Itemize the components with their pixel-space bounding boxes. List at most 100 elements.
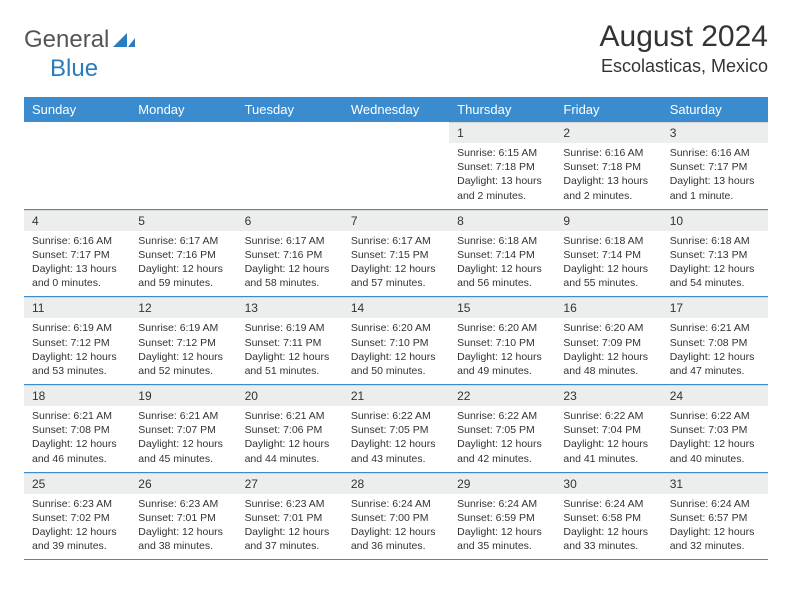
day-number: 2 xyxy=(555,122,661,143)
day-details: Sunrise: 6:22 AMSunset: 7:03 PMDaylight:… xyxy=(662,406,768,472)
weekday-header: Monday xyxy=(130,97,236,122)
calendar-day-cell: 12Sunrise: 6:19 AMSunset: 7:12 PMDayligh… xyxy=(130,297,236,385)
weekday-header: Thursday xyxy=(449,97,555,122)
brand-name-b: Blue xyxy=(24,55,98,82)
day-details: Sunrise: 6:19 AMSunset: 7:12 PMDaylight:… xyxy=(24,318,130,384)
calendar-day-cell: 20Sunrise: 6:21 AMSunset: 7:06 PMDayligh… xyxy=(237,385,343,473)
weekday-header: Sunday xyxy=(24,97,130,122)
calendar-day-cell: 25Sunrise: 6:23 AMSunset: 7:02 PMDayligh… xyxy=(24,472,130,560)
day-number: 17 xyxy=(662,297,768,318)
calendar-day-cell: 29Sunrise: 6:24 AMSunset: 6:59 PMDayligh… xyxy=(449,472,555,560)
calendar-week-row: 4Sunrise: 6:16 AMSunset: 7:17 PMDaylight… xyxy=(24,209,768,297)
weekday-header-row: SundayMondayTuesdayWednesdayThursdayFrid… xyxy=(24,97,768,122)
day-number: 13 xyxy=(237,297,343,318)
calendar-day-cell: 26Sunrise: 6:23 AMSunset: 7:01 PMDayligh… xyxy=(130,472,236,560)
day-number: 6 xyxy=(237,210,343,231)
location-subtitle: Escolasticas, Mexico xyxy=(600,56,768,77)
calendar-empty-cell xyxy=(343,122,449,209)
day-number: 21 xyxy=(343,385,449,406)
day-number: 3 xyxy=(662,122,768,143)
weekday-header: Friday xyxy=(555,97,661,122)
calendar-body: 1Sunrise: 6:15 AMSunset: 7:18 PMDaylight… xyxy=(24,122,768,560)
calendar-day-cell: 3Sunrise: 6:16 AMSunset: 7:17 PMDaylight… xyxy=(662,122,768,209)
calendar-empty-cell xyxy=(24,122,130,209)
day-details: Sunrise: 6:22 AMSunset: 7:05 PMDaylight:… xyxy=(449,406,555,472)
day-details: Sunrise: 6:24 AMSunset: 6:57 PMDaylight:… xyxy=(662,494,768,560)
day-details: Sunrise: 6:16 AMSunset: 7:17 PMDaylight:… xyxy=(662,143,768,209)
weekday-header: Wednesday xyxy=(343,97,449,122)
day-details: Sunrise: 6:22 AMSunset: 7:05 PMDaylight:… xyxy=(343,406,449,472)
calendar-table: SundayMondayTuesdayWednesdayThursdayFrid… xyxy=(24,97,768,560)
calendar-day-cell: 15Sunrise: 6:20 AMSunset: 7:10 PMDayligh… xyxy=(449,297,555,385)
calendar-day-cell: 4Sunrise: 6:16 AMSunset: 7:17 PMDaylight… xyxy=(24,209,130,297)
day-details: Sunrise: 6:24 AMSunset: 6:59 PMDaylight:… xyxy=(449,494,555,560)
day-details: Sunrise: 6:23 AMSunset: 7:01 PMDaylight:… xyxy=(130,494,236,560)
day-number: 8 xyxy=(449,210,555,231)
day-number: 12 xyxy=(130,297,236,318)
calendar-week-row: 11Sunrise: 6:19 AMSunset: 7:12 PMDayligh… xyxy=(24,297,768,385)
day-details: Sunrise: 6:21 AMSunset: 7:08 PMDaylight:… xyxy=(24,406,130,472)
day-details: Sunrise: 6:18 AMSunset: 7:14 PMDaylight:… xyxy=(449,231,555,297)
day-number: 31 xyxy=(662,473,768,494)
day-number: 4 xyxy=(24,210,130,231)
calendar-week-row: 1Sunrise: 6:15 AMSunset: 7:18 PMDaylight… xyxy=(24,122,768,209)
day-number: 25 xyxy=(24,473,130,494)
calendar-day-cell: 21Sunrise: 6:22 AMSunset: 7:05 PMDayligh… xyxy=(343,385,449,473)
calendar-day-cell: 13Sunrise: 6:19 AMSunset: 7:11 PMDayligh… xyxy=(237,297,343,385)
calendar-day-cell: 7Sunrise: 6:17 AMSunset: 7:15 PMDaylight… xyxy=(343,209,449,297)
day-number: 26 xyxy=(130,473,236,494)
calendar-day-cell: 22Sunrise: 6:22 AMSunset: 7:05 PMDayligh… xyxy=(449,385,555,473)
brand-logo: General xyxy=(24,20,137,54)
calendar-week-row: 18Sunrise: 6:21 AMSunset: 7:08 PMDayligh… xyxy=(24,385,768,473)
calendar-day-cell: 9Sunrise: 6:18 AMSunset: 7:14 PMDaylight… xyxy=(555,209,661,297)
brand-mark-icon xyxy=(113,29,135,52)
day-details: Sunrise: 6:19 AMSunset: 7:12 PMDaylight:… xyxy=(130,318,236,384)
day-number: 20 xyxy=(237,385,343,406)
calendar-empty-cell xyxy=(237,122,343,209)
day-details: Sunrise: 6:20 AMSunset: 7:09 PMDaylight:… xyxy=(555,318,661,384)
day-details: Sunrise: 6:17 AMSunset: 7:15 PMDaylight:… xyxy=(343,231,449,297)
calendar-day-cell: 8Sunrise: 6:18 AMSunset: 7:14 PMDaylight… xyxy=(449,209,555,297)
calendar-day-cell: 2Sunrise: 6:16 AMSunset: 7:18 PMDaylight… xyxy=(555,122,661,209)
day-number: 7 xyxy=(343,210,449,231)
day-details: Sunrise: 6:21 AMSunset: 7:08 PMDaylight:… xyxy=(662,318,768,384)
calendar-day-cell: 10Sunrise: 6:18 AMSunset: 7:13 PMDayligh… xyxy=(662,209,768,297)
day-details: Sunrise: 6:22 AMSunset: 7:04 PMDaylight:… xyxy=(555,406,661,472)
day-number: 30 xyxy=(555,473,661,494)
calendar-day-cell: 18Sunrise: 6:21 AMSunset: 7:08 PMDayligh… xyxy=(24,385,130,473)
day-number: 22 xyxy=(449,385,555,406)
weekday-header: Saturday xyxy=(662,97,768,122)
calendar-day-cell: 30Sunrise: 6:24 AMSunset: 6:58 PMDayligh… xyxy=(555,472,661,560)
day-number: 1 xyxy=(449,122,555,143)
day-details: Sunrise: 6:17 AMSunset: 7:16 PMDaylight:… xyxy=(237,231,343,297)
day-details: Sunrise: 6:23 AMSunset: 7:01 PMDaylight:… xyxy=(237,494,343,560)
weekday-header: Tuesday xyxy=(237,97,343,122)
calendar-day-cell: 17Sunrise: 6:21 AMSunset: 7:08 PMDayligh… xyxy=(662,297,768,385)
day-number: 24 xyxy=(662,385,768,406)
day-number: 16 xyxy=(555,297,661,318)
day-number: 9 xyxy=(555,210,661,231)
day-number: 28 xyxy=(343,473,449,494)
calendar-day-cell: 5Sunrise: 6:17 AMSunset: 7:16 PMDaylight… xyxy=(130,209,236,297)
calendar-day-cell: 31Sunrise: 6:24 AMSunset: 6:57 PMDayligh… xyxy=(662,472,768,560)
calendar-day-cell: 16Sunrise: 6:20 AMSunset: 7:09 PMDayligh… xyxy=(555,297,661,385)
calendar-empty-cell xyxy=(130,122,236,209)
day-details: Sunrise: 6:21 AMSunset: 7:07 PMDaylight:… xyxy=(130,406,236,472)
calendar-day-cell: 24Sunrise: 6:22 AMSunset: 7:03 PMDayligh… xyxy=(662,385,768,473)
calendar-day-cell: 27Sunrise: 6:23 AMSunset: 7:01 PMDayligh… xyxy=(237,472,343,560)
day-number: 27 xyxy=(237,473,343,494)
calendar-day-cell: 1Sunrise: 6:15 AMSunset: 7:18 PMDaylight… xyxy=(449,122,555,209)
day-details: Sunrise: 6:24 AMSunset: 6:58 PMDaylight:… xyxy=(555,494,661,560)
day-number: 10 xyxy=(662,210,768,231)
day-details: Sunrise: 6:20 AMSunset: 7:10 PMDaylight:… xyxy=(343,318,449,384)
day-number: 14 xyxy=(343,297,449,318)
title-block: August 2024 Escolasticas, Mexico xyxy=(600,20,768,77)
day-number: 29 xyxy=(449,473,555,494)
day-number: 18 xyxy=(24,385,130,406)
calendar-week-row: 25Sunrise: 6:23 AMSunset: 7:02 PMDayligh… xyxy=(24,472,768,560)
day-details: Sunrise: 6:18 AMSunset: 7:13 PMDaylight:… xyxy=(662,231,768,297)
calendar-day-cell: 14Sunrise: 6:20 AMSunset: 7:10 PMDayligh… xyxy=(343,297,449,385)
day-number: 23 xyxy=(555,385,661,406)
day-details: Sunrise: 6:15 AMSunset: 7:18 PMDaylight:… xyxy=(449,143,555,209)
day-number: 11 xyxy=(24,297,130,318)
